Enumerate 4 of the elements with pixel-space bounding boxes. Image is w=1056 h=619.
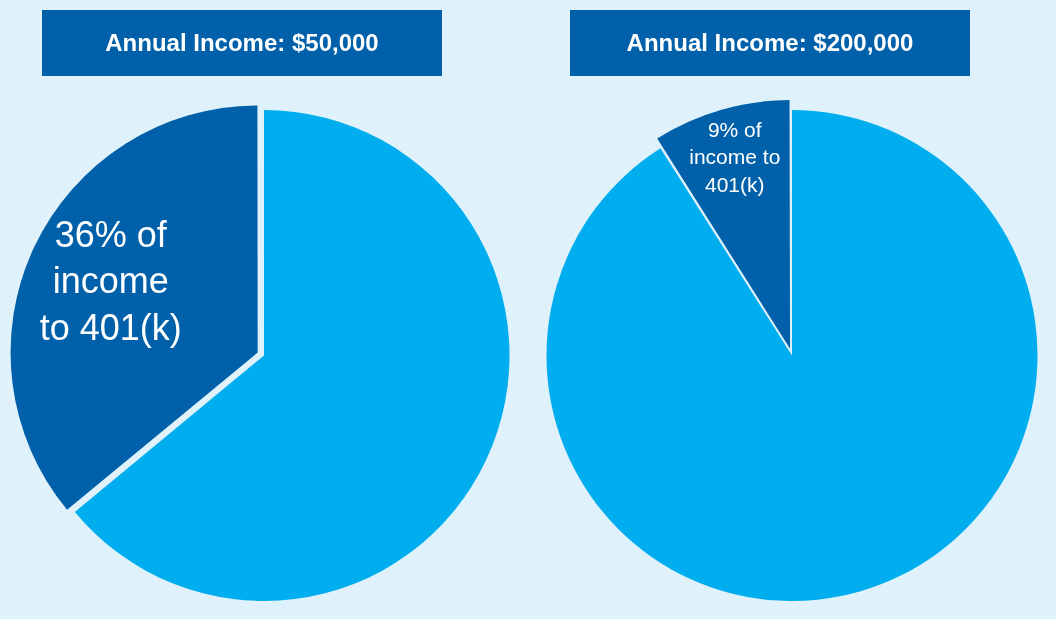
slice-label: 36% of income to 401(k) (39, 213, 182, 349)
chart-title: Annual Income: $200,000 (570, 10, 970, 76)
chart-title: Annual Income: $50,000 (42, 10, 442, 76)
slice-label: 9% of income to 401(k) (689, 118, 781, 196)
